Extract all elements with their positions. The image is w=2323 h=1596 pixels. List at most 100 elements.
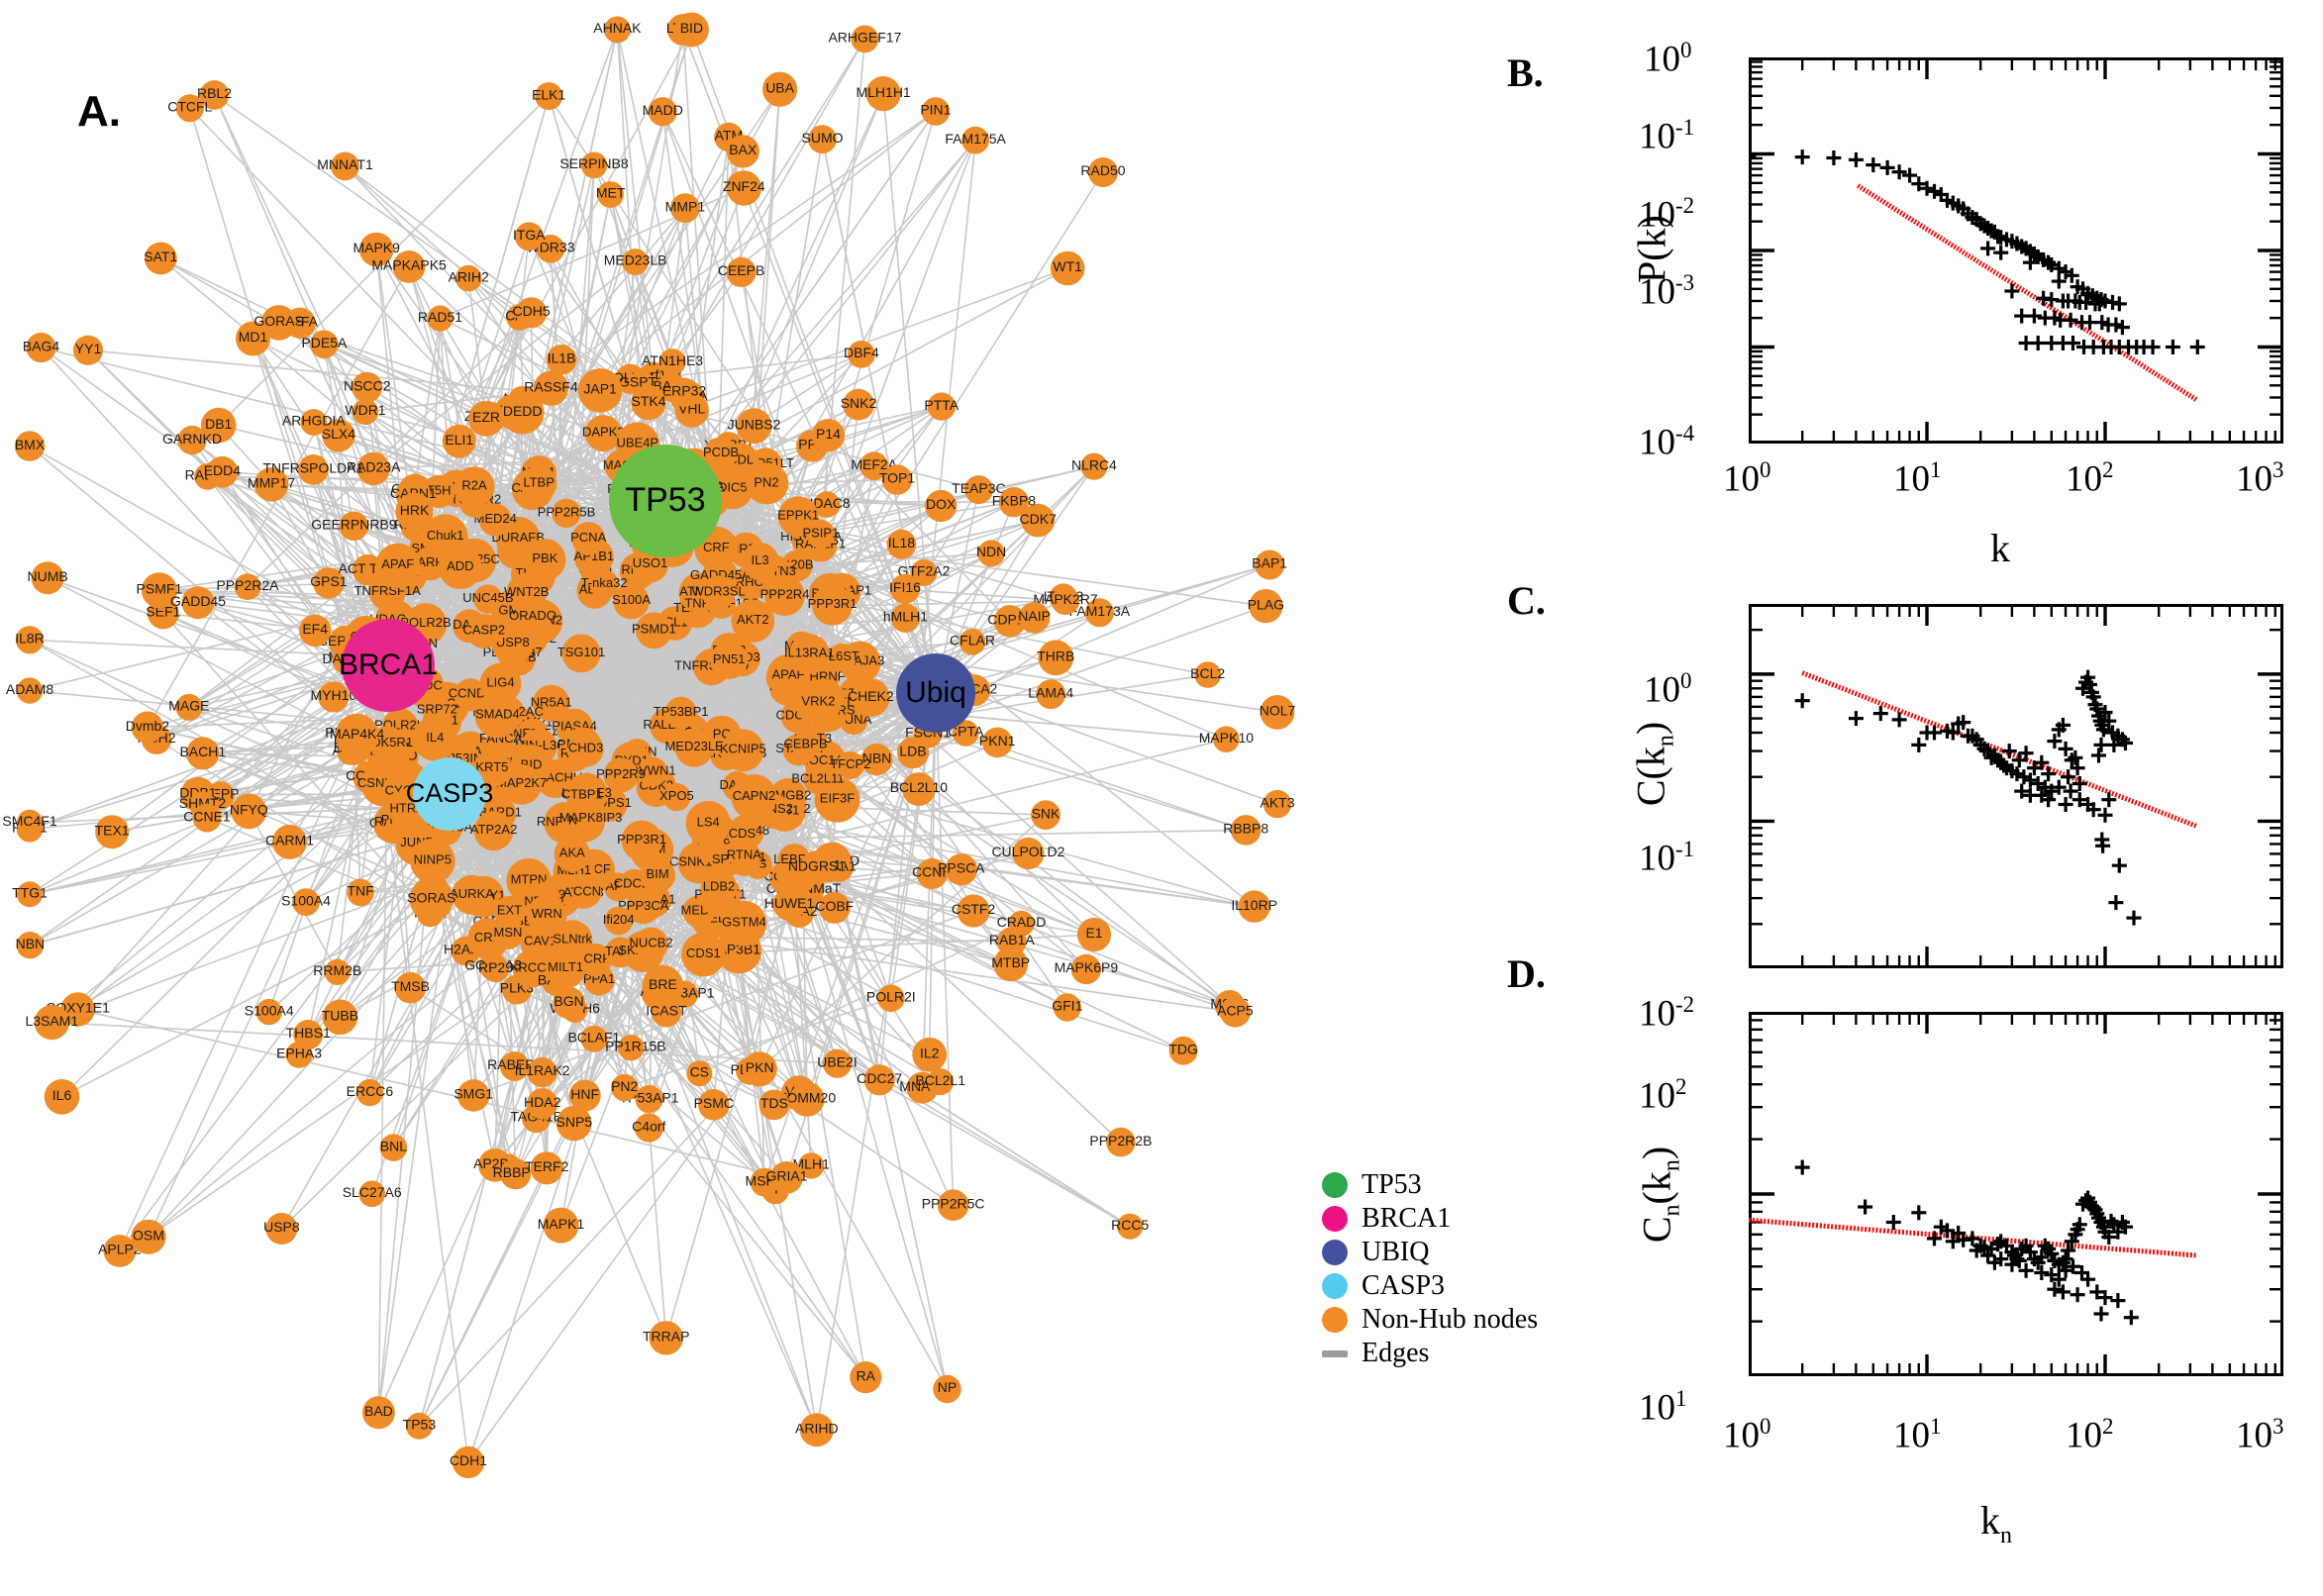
network-node[interactable]: NBN <box>16 932 46 959</box>
network-node[interactable]: BGN <box>553 986 585 1020</box>
network-node[interactable]: CS <box>686 1060 713 1087</box>
network-node[interactable]: PTTA <box>924 392 960 421</box>
network-node[interactable]: IL4 <box>412 716 457 761</box>
network-node[interactable]: CDS1 <box>681 932 726 977</box>
network-node[interactable]: IL2 <box>912 1037 948 1072</box>
network-hub-tp53[interactable]: TP53 <box>609 445 722 557</box>
network-node[interactable]: ELI1 <box>442 424 476 458</box>
network-node[interactable]: MILT1 <box>545 948 586 989</box>
network-node[interactable]: BNL <box>379 1134 408 1161</box>
network-node[interactable]: LTBP <box>520 465 557 502</box>
network-node[interactable]: CDH1 <box>450 1446 487 1479</box>
network-node[interactable]: S100A4 <box>245 998 294 1026</box>
network-node[interactable]: IL10RP <box>1231 890 1277 923</box>
network-node[interactable]: CCN <box>572 878 602 908</box>
network-node[interactable]: LS4 <box>685 801 731 847</box>
network-node[interactable]: EZR <box>468 400 504 437</box>
network-node[interactable]: PIN1 <box>920 97 952 126</box>
network-node[interactable]: SMC4F1 <box>2 809 57 837</box>
network-node[interactable]: IL18 <box>886 529 917 559</box>
network-node[interactable]: E1 <box>1076 917 1112 952</box>
network-node[interactable]: ARIHD <box>795 1413 839 1447</box>
network-node[interactable]: PN51 <box>710 641 749 680</box>
network-node[interactable]: ARHGEF17 <box>828 25 902 53</box>
network-node[interactable]: GSTM4 <box>721 900 767 947</box>
network-node[interactable]: C4orf <box>632 1113 666 1143</box>
network-node[interactable]: TDG <box>1168 1036 1198 1065</box>
network-node[interactable]: MAPK6P9 <box>1055 953 1119 985</box>
network-node[interactable]: TP53 <box>403 1412 437 1440</box>
network-node[interactable]: SERPINB8 <box>559 151 629 179</box>
network-node[interactable]: CCNE1 <box>183 803 231 833</box>
network-node[interactable]: CAPN2 <box>731 774 777 820</box>
network-node[interactable]: AKT2 <box>731 599 775 643</box>
network-node[interactable]: IL1B <box>546 345 577 375</box>
network-node[interactable]: BAX <box>726 135 759 168</box>
network-node[interactable]: UBA <box>762 71 798 107</box>
network-node[interactable]: TNF <box>347 878 374 907</box>
network-node[interactable]: CHD3 <box>567 731 604 767</box>
network-node[interactable]: UBE2I <box>817 1048 858 1078</box>
network-node[interactable]: NINP5 <box>410 839 455 884</box>
network-node[interactable]: LAMA4 <box>1028 679 1073 710</box>
network-node[interactable]: AKT3 <box>1260 789 1295 819</box>
network-node[interactable]: SLC27A6 <box>343 1180 402 1208</box>
network-node[interactable]: HRK <box>395 492 434 531</box>
network-node[interactable]: PKN1 <box>979 727 1016 758</box>
network-node[interactable]: NOL7 <box>1260 695 1296 730</box>
network-node[interactable]: MMP1 <box>665 193 706 224</box>
network-node[interactable]: BCL2 <box>1190 661 1225 688</box>
network-node[interactable]: P14 <box>811 419 846 452</box>
network-node[interactable]: NP <box>933 1374 961 1404</box>
network-node[interactable]: NSCC2 <box>344 371 391 403</box>
network-node[interactable]: TRRAP <box>643 1321 689 1355</box>
network-node[interactable]: CULPOLD2 <box>991 837 1065 870</box>
network-node[interactable]: APAF <box>375 543 421 588</box>
network-node[interactable]: AKA <box>554 836 590 872</box>
network-node[interactable]: SUMO <box>802 125 844 154</box>
network-node[interactable]: MET <box>596 181 626 208</box>
network-node[interactable]: TTG1 <box>12 881 48 908</box>
network-node[interactable]: PDE5A <box>301 330 348 359</box>
network-node[interactable]: MED23LB <box>604 249 667 275</box>
network-node[interactable]: TDS <box>758 1089 790 1121</box>
network-node[interactable]: NLRC4 <box>1071 452 1117 480</box>
network-node[interactable]: USP8 <box>263 1213 300 1245</box>
network-node[interactable]: RCC5 <box>1111 1213 1149 1240</box>
network-node[interactable]: IL6 <box>44 1079 80 1115</box>
network-node[interactable]: SAT1 <box>144 242 177 275</box>
network-node[interactable]: RA <box>850 1361 882 1394</box>
network-node[interactable]: YY1 <box>72 335 104 365</box>
network-node[interactable]: MAPK1 <box>538 1207 585 1244</box>
network-node[interactable]: PPP2R2B <box>1089 1127 1152 1157</box>
network-node[interactable]: LDB <box>896 737 930 769</box>
network-node[interactable]: S100A4 <box>281 888 331 916</box>
network-node[interactable]: WT1 <box>1050 250 1085 286</box>
network-node[interactable]: SMG1 <box>454 1079 493 1112</box>
network-node[interactable]: R2A <box>454 466 495 508</box>
network-node[interactable]: RBBP8 <box>1223 815 1268 846</box>
network-node[interactable]: MLH1H1 <box>856 76 911 112</box>
network-node[interactable]: OSM <box>131 1219 166 1254</box>
network-node[interactable]: DBF4 <box>844 341 879 368</box>
network-node[interactable]: VRK2 <box>795 679 842 726</box>
network-node[interactable]: BACH1 <box>179 737 226 770</box>
network-node[interactable]: STK4 <box>631 385 666 421</box>
network-node[interactable]: IL8R <box>15 626 45 654</box>
network-node[interactable]: DOX <box>925 489 958 523</box>
network-node[interactable]: NUMB <box>27 561 68 595</box>
network-node[interactable]: JAP1 <box>577 368 623 413</box>
network-node[interactable]: BAG4 <box>23 333 60 363</box>
network-node[interactable]: FAM175A <box>945 126 1006 154</box>
network-node[interactable]: SNK <box>1031 800 1060 830</box>
network-node[interactable]: PPP2R5C <box>922 1189 985 1221</box>
network-node[interactable]: PN2 <box>611 1073 639 1102</box>
network-node[interactable]: THRB <box>1037 640 1074 676</box>
network-node[interactable]: BMX <box>14 431 46 461</box>
network-node[interactable]: ELK1 <box>532 82 566 111</box>
network-hub-ubiq[interactable]: Ubiq <box>896 653 975 733</box>
network-node[interactable]: MTBP <box>991 947 1030 982</box>
network-node[interactable]: MAPK10 <box>1199 726 1254 752</box>
network-node[interactable]: PLAG <box>1248 589 1284 624</box>
network-node[interactable]: GARNKD <box>162 425 222 455</box>
